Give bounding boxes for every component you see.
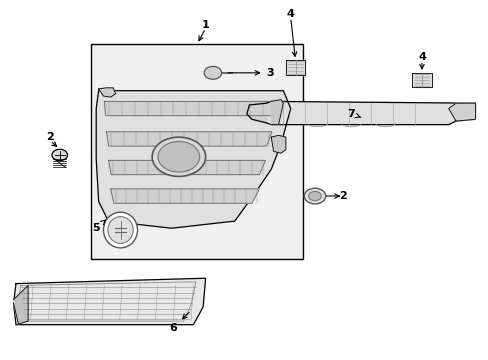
Circle shape: [152, 137, 205, 176]
Polygon shape: [411, 73, 431, 87]
Polygon shape: [448, 103, 474, 121]
Text: 1: 1: [202, 19, 209, 30]
Ellipse shape: [108, 217, 133, 243]
Polygon shape: [266, 102, 474, 125]
Polygon shape: [108, 160, 265, 175]
Polygon shape: [246, 103, 266, 123]
Polygon shape: [110, 189, 259, 203]
Text: 4: 4: [286, 9, 294, 19]
Circle shape: [203, 66, 221, 79]
Text: 5: 5: [92, 220, 105, 233]
Text: 7: 7: [347, 109, 360, 119]
Circle shape: [304, 188, 325, 204]
Polygon shape: [106, 132, 271, 146]
Circle shape: [158, 141, 199, 172]
Circle shape: [52, 149, 67, 161]
Ellipse shape: [103, 212, 137, 248]
Polygon shape: [99, 88, 116, 97]
Polygon shape: [14, 285, 28, 324]
Bar: [91, 44, 302, 258]
Text: 2: 2: [46, 132, 54, 142]
Text: 4: 4: [417, 52, 425, 62]
Polygon shape: [271, 135, 285, 153]
Text: 3: 3: [227, 68, 273, 78]
Polygon shape: [271, 100, 283, 125]
Text: 6: 6: [169, 312, 189, 333]
Polygon shape: [14, 278, 205, 325]
Polygon shape: [96, 91, 290, 228]
Polygon shape: [104, 102, 278, 116]
Text: 2: 2: [334, 191, 346, 201]
Circle shape: [308, 192, 321, 201]
Polygon shape: [285, 60, 305, 75]
